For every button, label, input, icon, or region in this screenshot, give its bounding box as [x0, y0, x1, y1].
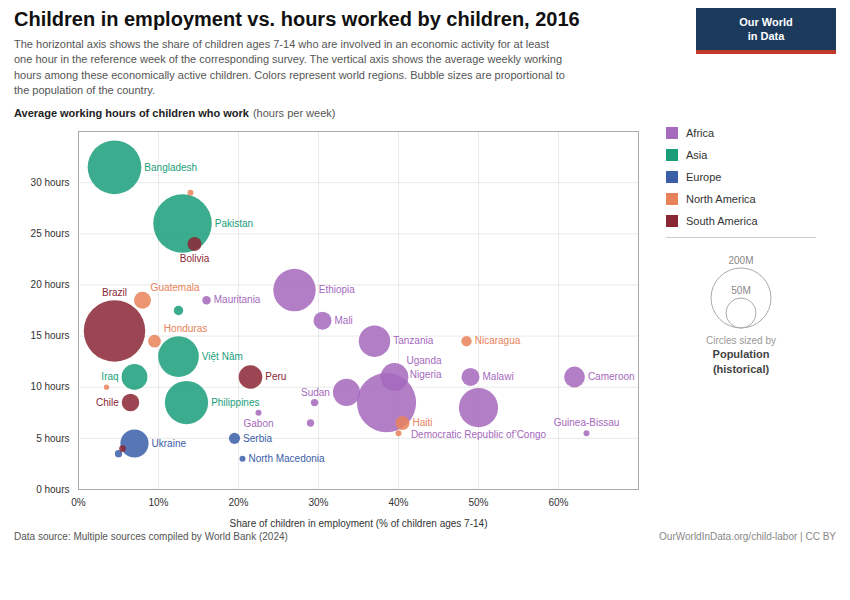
- svg-text:Pakistan: Pakistan: [215, 217, 253, 228]
- svg-text:Nigeria: Nigeria: [410, 369, 442, 380]
- svg-text:Gabon: Gabon: [243, 418, 273, 429]
- svg-text:25 hours: 25 hours: [31, 228, 70, 239]
- html-text:Europe: Europe: [686, 170, 722, 183]
- svg-text:20%: 20%: [228, 496, 248, 507]
- html-text:Africa: Africa: [686, 126, 715, 139]
- svg-text:0 hours: 0 hours: [36, 483, 69, 494]
- svg-text:Iraq: Iraq: [101, 371, 118, 382]
- svg-text:Uganda: Uganda: [407, 355, 442, 366]
- html-text:Our World: Our World: [739, 15, 793, 28]
- svg-text:Guinea-Bissau: Guinea-Bissau: [554, 417, 620, 428]
- svg-text:Cameroon: Cameroon: [588, 371, 635, 382]
- html-text:Circles sized by: Circles sized by: [706, 334, 776, 346]
- svg-text:40%: 40%: [388, 496, 408, 507]
- svg-text:Việt Nâm: Việt Nâm: [202, 350, 243, 361]
- svg-text:0%: 0%: [71, 496, 86, 507]
- svg-text:Malawi: Malawi: [483, 371, 514, 382]
- svg-text:5 hours: 5 hours: [36, 432, 69, 443]
- svg-text:Honduras: Honduras: [164, 323, 207, 334]
- svg-text:Sudan: Sudan: [301, 386, 330, 397]
- svg-text:20 hours: 20 hours: [31, 279, 70, 290]
- svg-text:Mali: Mali: [335, 314, 353, 325]
- svg-text:Mauritania: Mauritania: [214, 294, 261, 305]
- svg-text:30%: 30%: [308, 496, 328, 507]
- html-text:South America: South America: [686, 214, 758, 227]
- svg-text:Ethiopia: Ethiopia: [319, 284, 356, 295]
- svg-text:10%: 10%: [148, 496, 168, 507]
- svg-text:30 hours: 30 hours: [31, 176, 70, 187]
- svg-text:15 hours: 15 hours: [31, 330, 70, 341]
- svg-text:200M: 200M: [728, 255, 753, 266]
- svg-text:Guatemala: Guatemala: [151, 282, 200, 293]
- html-text:North America: North America: [686, 192, 756, 205]
- svg-text:Brazil: Brazil: [102, 287, 127, 298]
- svg-text:Ukraine: Ukraine: [152, 437, 187, 448]
- svg-text:Bolivia: Bolivia: [180, 253, 210, 264]
- svg-text:50%: 50%: [468, 496, 488, 507]
- svg-text:10 hours: 10 hours: [31, 381, 70, 392]
- html-text:in Data: in Data: [747, 30, 785, 42]
- svg-text:Nicaragua: Nicaragua: [475, 335, 521, 346]
- svg-text:North Macedonia: North Macedonia: [249, 453, 326, 464]
- svg-text:Tanzania: Tanzania: [393, 335, 433, 346]
- svg-text:Share of children in employmen: Share of children in employment (% of ch…: [230, 517, 488, 528]
- svg-text:Peru: Peru: [265, 371, 286, 382]
- html-text:The horizontal axis shows the: The horizontal axis shows the share of c…: [14, 38, 565, 97]
- html-text:Children in employment vs. hou: Children in employment vs. hours worked …: [14, 8, 580, 30]
- svg-text:Haiti: Haiti: [413, 417, 433, 428]
- svg-text:Philippines: Philippines: [211, 396, 259, 407]
- html-text:Asia: Asia: [686, 148, 708, 161]
- html-text:OurWorldInData.org/child-labor: OurWorldInData.org/child-labor | CC BY: [659, 530, 836, 542]
- svg-text:Chile: Chile: [96, 396, 119, 407]
- svg-text:Democratic Republic of’Congo: Democratic Republic of’Congo: [411, 429, 547, 440]
- svg-text:Serbia: Serbia: [243, 432, 272, 443]
- svg-text:60%: 60%: [548, 496, 568, 507]
- svg-text:50M: 50M: [731, 285, 750, 296]
- svg-text:Bangladesh: Bangladesh: [144, 161, 197, 172]
- html-text:(historical): (historical): [712, 362, 770, 375]
- html-text:Average working hours of child: Average working hours of children who wo…: [14, 106, 336, 119]
- html-text:Population: Population: [712, 348, 770, 361]
- html-text:Data source: Multiple sources: Data source: Multiple sources compiled b…: [14, 530, 288, 542]
